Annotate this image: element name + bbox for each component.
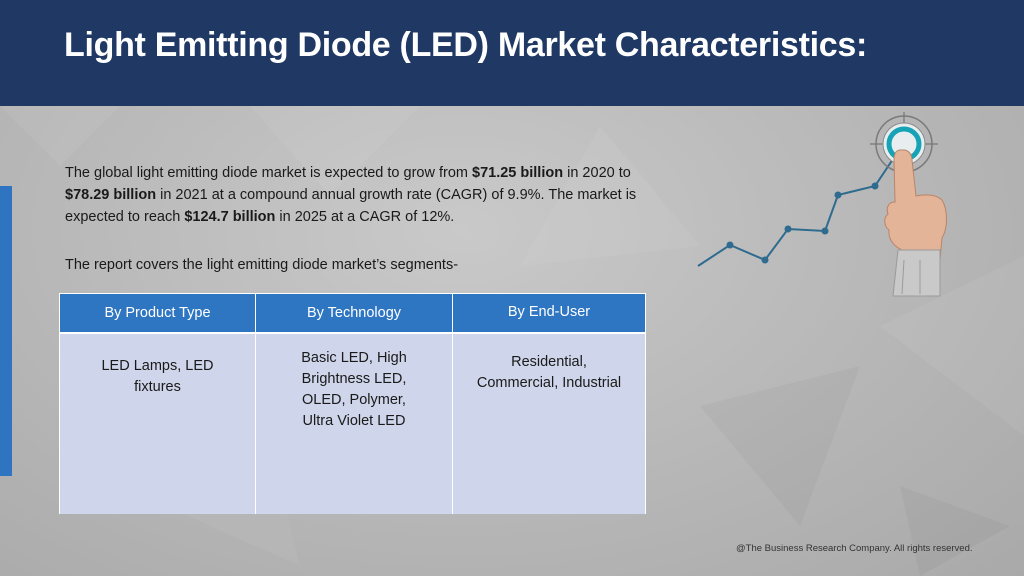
header-technology: By Technology — [256, 294, 453, 334]
segments-table: By Product Type By Technology By End-Use… — [59, 293, 646, 514]
cell-technology: Basic LED, High Brightness LED, OLED, Po… — [256, 334, 453, 514]
value-2025: $124.7 billion — [184, 209, 276, 225]
copyright-footer: @The Business Research Company. All righ… — [736, 543, 973, 554]
cell-product-type: LED Lamps, LED fixtures — [60, 334, 256, 514]
header-product-type: By Product Type — [60, 294, 256, 334]
value-2020: $71.25 billion — [472, 165, 564, 181]
segments-intro-text: The report covers the light emitting dio… — [65, 257, 459, 273]
summary-text-3: in 2021 at a compound annual growth rate… — [65, 187, 637, 225]
header-end-user: By End-User — [453, 294, 645, 334]
growth-line-icon — [697, 155, 896, 267]
growth-illustration — [697, 112, 947, 297]
summary-text-2: in 2020 to — [563, 165, 631, 181]
page-title: Light Emitting Diode (LED) Market Charac… — [64, 26, 867, 64]
header-bar: Light Emitting Diode (LED) Market Charac… — [0, 0, 1024, 106]
cell-end-user: Residential, Commercial, Industrial — [453, 334, 645, 514]
summary-text-4: in 2025 at a CAGR of 12%. — [275, 209, 455, 225]
market-summary-paragraph: The global light emitting diode market i… — [65, 162, 675, 228]
value-2021: $78.29 billion — [65, 187, 157, 203]
target-icon — [870, 112, 938, 176]
left-accent-bar — [0, 186, 12, 476]
summary-text-1: The global light emitting diode market i… — [65, 165, 473, 181]
pointing-hand-icon — [884, 149, 947, 297]
